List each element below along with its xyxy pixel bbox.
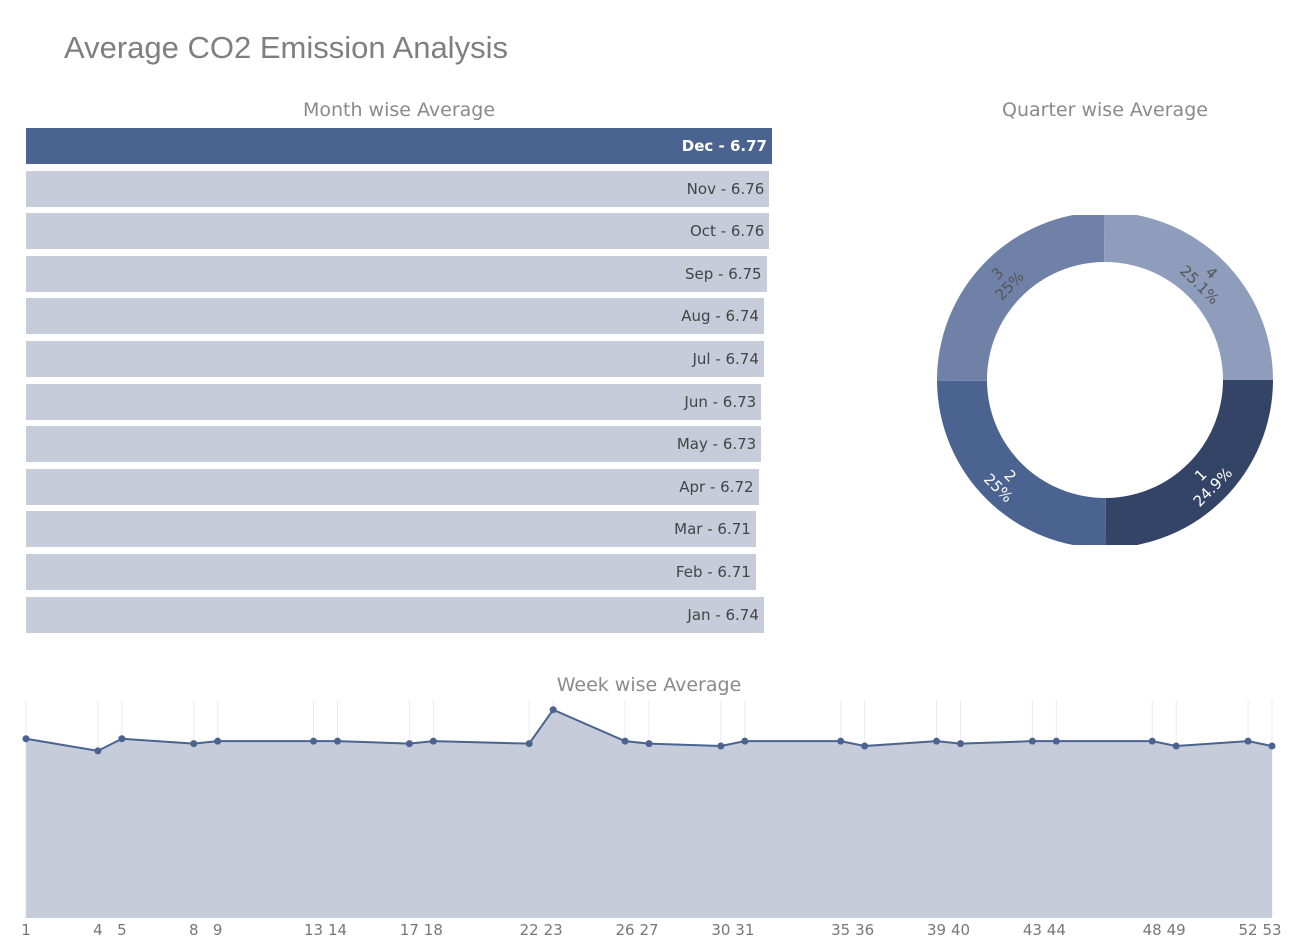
week-tick-label: 44: [1047, 921, 1066, 939]
quarter-donut-chart: 124.9%225%325% 425.1%: [937, 215, 1273, 545]
month-bar-nov[interactable]: Nov - 6.76: [26, 170, 770, 207]
month-bar-oct[interactable]: Oct - 6.76: [26, 213, 770, 250]
week-point-30[interactable]: [717, 742, 725, 750]
week-tick-label: 13: [304, 921, 323, 939]
week-tick-label: 17: [400, 921, 419, 939]
week-tick-label: 52: [1238, 921, 1257, 939]
month-chart-title: Month wise Average: [302, 99, 496, 121]
week-point-13[interactable]: [310, 737, 318, 745]
week-tick-label: 27: [639, 921, 658, 939]
month-bar-apr[interactable]: Apr - 6.72: [26, 468, 759, 505]
week-point-27[interactable]: [645, 740, 653, 748]
week-point-40[interactable]: [957, 740, 964, 748]
week-tick-label: 5: [117, 921, 127, 939]
month-bar-jan[interactable]: Jan - 6.74: [26, 596, 764, 633]
week-point-8[interactable]: [190, 740, 198, 748]
month-bar-may[interactable]: May - 6.73: [26, 426, 762, 463]
week-tick-label: 26: [615, 921, 634, 939]
week-point-44[interactable]: [1052, 737, 1060, 745]
week-point-39[interactable]: [933, 737, 941, 745]
week-point-35[interactable]: [837, 737, 845, 745]
quarter-slice-4[interactable]: [1103, 215, 1273, 380]
week-tick-label: 49: [1167, 921, 1186, 939]
week-point-43[interactable]: [1028, 737, 1036, 745]
week-point-23[interactable]: [549, 706, 557, 714]
week-point-52[interactable]: [1244, 737, 1252, 745]
month-bar-dec[interactable]: Dec - 6.77: [26, 128, 772, 164]
week-point-26[interactable]: [621, 737, 629, 745]
week-tick-label: 39: [927, 921, 946, 939]
week-tick-label: 43: [1023, 921, 1042, 939]
week-point-53[interactable]: [1268, 742, 1276, 750]
week-tick-label: 4: [93, 921, 103, 939]
week-tick-label: 40: [951, 921, 970, 939]
week-chart-title: Week wise Average: [556, 674, 742, 696]
quarter-slice-3[interactable]: [937, 215, 1105, 382]
week-tick-label: 53: [1262, 921, 1281, 939]
month-bar-feb[interactable]: Feb - 6.71: [26, 554, 756, 590]
week-point-1[interactable]: [22, 735, 30, 743]
week-point-5[interactable]: [118, 735, 126, 743]
week-point-14[interactable]: [334, 737, 341, 745]
week-tick-label: 23: [544, 921, 563, 939]
month-bar-chart: Dec - 6.77 Nov - 6.76 Oct - 6.76 Sep - 6.75…: [26, 128, 773, 634]
month-bar-mar[interactable]: Mar - 6.71: [26, 511, 756, 548]
week-tick-label: 36: [855, 921, 874, 939]
week-area-chart: 1 4 5 8 9 13 14 17 18 22 23 26 27 30 31 35 36 39 40 43 44 48 4…: [21, 700, 1282, 939]
week-point-49[interactable]: [1172, 742, 1180, 750]
month-bar-sep[interactable]: Sep - 6.75: [26, 255, 767, 292]
week-tick-label: 31: [735, 921, 754, 939]
week-tick-label: 30: [711, 921, 730, 939]
week-point-36[interactable]: [861, 742, 869, 750]
page-title: Average CO2 Emission Analysis: [64, 30, 508, 65]
week-area-fill: [26, 709, 1272, 918]
week-tick-label: 8: [189, 921, 199, 939]
week-point-18[interactable]: [429, 737, 437, 745]
quarter-slice-2[interactable]: [937, 380, 1107, 545]
quarter-slice-1[interactable]: [1105, 380, 1273, 545]
week-tick-label: 1: [21, 921, 31, 939]
quarter-chart-title: Quarter wise Average: [1002, 99, 1208, 121]
week-point-17[interactable]: [405, 740, 413, 748]
week-point-9[interactable]: [214, 737, 222, 745]
week-tick-label: 9: [213, 921, 223, 939]
week-point-31[interactable]: [741, 737, 749, 745]
week-point-22[interactable]: [525, 740, 533, 748]
week-point-48[interactable]: [1148, 737, 1156, 745]
month-bar-aug[interactable]: Aug - 6.74: [26, 298, 764, 335]
week-tick-label: 18: [424, 921, 443, 939]
month-bar-jul[interactable]: Jul - 6.74: [26, 341, 764, 377]
week-tick-label: 14: [328, 921, 347, 939]
week-tick-label: 22: [520, 921, 539, 939]
week-tick-label: 48: [1143, 921, 1162, 939]
week-point-4[interactable]: [94, 747, 102, 755]
week-tick-label: 35: [831, 921, 850, 939]
month-bar-jun[interactable]: Jun - 6.73: [26, 383, 762, 420]
